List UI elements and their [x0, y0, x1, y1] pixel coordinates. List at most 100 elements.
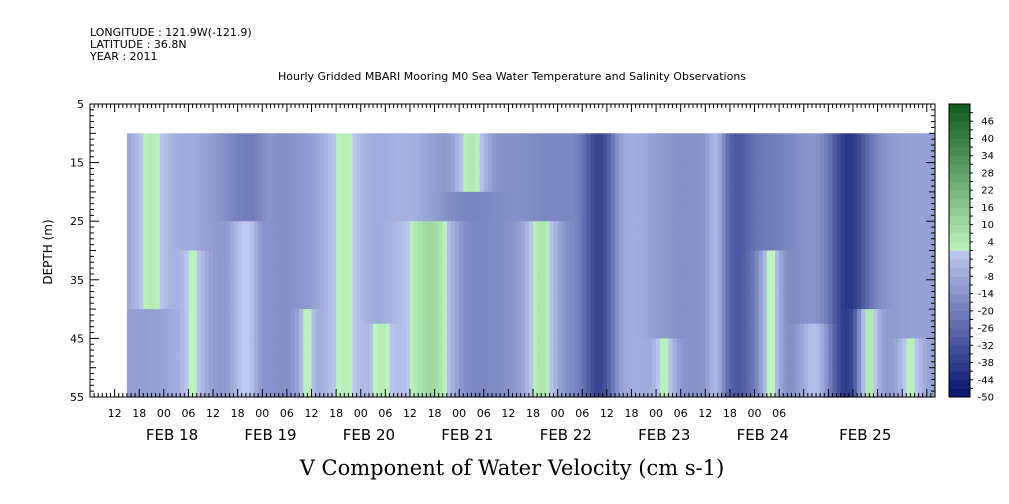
heatmap-cell — [373, 250, 378, 266]
colorbar-label: 16 — [981, 203, 994, 214]
heatmap-cell — [172, 133, 177, 149]
heatmap-cell — [208, 147, 214, 164]
heatmap-cell — [241, 250, 247, 266]
heatmap-cell — [799, 279, 805, 296]
heatmap-cell — [705, 221, 710, 237]
heatmap-cell — [902, 235, 907, 252]
heatmap-cell — [811, 250, 817, 266]
heatmap-cell — [245, 338, 251, 354]
heatmap-cell — [820, 133, 825, 149]
heatmap-cell — [180, 353, 185, 369]
heatmap-cell — [414, 221, 419, 237]
heatmap-cell — [816, 235, 821, 252]
heatmap-cell — [147, 382, 153, 398]
heatmap-cell — [491, 294, 497, 310]
heatmap-cell — [139, 279, 144, 296]
heatmap-cell — [315, 162, 321, 178]
heatmap-cell — [401, 191, 407, 208]
heatmap-cell — [172, 162, 177, 178]
heatmap-cell — [352, 323, 358, 339]
heatmap-cell — [327, 338, 333, 354]
colorbar-segment — [949, 198, 970, 208]
heatmap-cell — [159, 133, 165, 149]
heatmap-cell — [848, 221, 854, 237]
heatmap-cell — [233, 309, 239, 325]
heatmap-cell — [709, 177, 715, 193]
heatmap-cell — [463, 265, 468, 281]
heatmap-cell — [131, 323, 136, 339]
heatmap-cell — [783, 338, 788, 354]
heatmap-cell — [184, 382, 190, 398]
heatmap-cell — [647, 177, 653, 193]
heatmap-cell — [631, 353, 637, 369]
heatmap-cell — [491, 221, 497, 237]
heatmap-cell — [332, 367, 337, 383]
heatmap-cell — [491, 177, 497, 193]
heatmap-cell — [307, 133, 313, 149]
heatmap-cell — [750, 367, 756, 383]
heatmap-cell — [844, 191, 850, 208]
heatmap-cell — [254, 294, 259, 310]
x-hour-label: 06 — [378, 407, 392, 420]
heatmap-cell — [143, 133, 149, 149]
colorbar-segment — [949, 362, 970, 372]
heatmap-cell — [623, 235, 628, 252]
heatmap-cell — [455, 206, 460, 222]
heatmap-cell — [816, 250, 821, 266]
heatmap-cell — [537, 323, 542, 339]
heatmap-cell — [615, 250, 620, 266]
heatmap-cell — [602, 221, 608, 237]
heatmap-cell — [360, 250, 366, 266]
heatmap-cell — [610, 162, 616, 178]
heatmap-cell — [557, 265, 563, 281]
heatmap-cell — [893, 177, 899, 193]
heatmap-cell — [766, 250, 772, 266]
heatmap-cell — [446, 235, 452, 252]
heatmap-cell — [594, 250, 600, 266]
heatmap-cell — [323, 338, 329, 354]
heatmap-cell — [381, 294, 386, 310]
heatmap-cell — [516, 265, 522, 281]
heatmap-cell — [163, 206, 169, 222]
heatmap-cell — [545, 235, 551, 252]
heatmap-cell — [832, 250, 838, 266]
heatmap-cell — [213, 294, 218, 310]
heatmap-cell — [360, 367, 366, 383]
heatmap-cell — [467, 279, 473, 296]
heatmap-cell — [286, 250, 292, 266]
x-hour-label: 18 — [624, 407, 638, 420]
heatmap-cell — [393, 162, 399, 178]
heatmap-cell — [143, 162, 149, 178]
heatmap-cell — [167, 309, 173, 325]
heatmap-cell — [397, 309, 403, 325]
heatmap-cell — [807, 309, 813, 325]
heatmap-cell — [881, 221, 887, 237]
heatmap-cell — [807, 353, 813, 369]
heatmap-cell — [762, 279, 768, 296]
heatmap-cell — [914, 323, 920, 339]
heatmap-cell — [307, 323, 313, 339]
heatmap-cell — [409, 162, 415, 178]
heatmap-cell — [249, 191, 255, 208]
colorbar-label: 4 — [988, 237, 994, 248]
heatmap-cell — [323, 279, 329, 296]
heatmap-cell — [721, 323, 727, 339]
heatmap-cell — [135, 133, 140, 149]
heatmap-cell — [742, 309, 747, 325]
heatmap-cell — [229, 367, 235, 383]
heatmap-cell — [734, 323, 739, 339]
heatmap-cell — [574, 309, 579, 325]
heatmap-cell — [635, 294, 641, 310]
heatmap-cell — [213, 147, 218, 164]
heatmap-cell — [192, 279, 198, 296]
heatmap-cell — [738, 279, 743, 296]
heatmap-cell — [701, 221, 706, 237]
heatmap-cell — [327, 294, 333, 310]
heatmap-cell — [799, 265, 805, 281]
heatmap-cell — [381, 353, 386, 369]
heatmap-cell — [418, 162, 423, 178]
x-date-label: FEB 25 — [839, 426, 891, 444]
heatmap-cell — [639, 162, 645, 178]
heatmap-cell — [434, 323, 440, 339]
heatmap-cell — [746, 309, 752, 325]
